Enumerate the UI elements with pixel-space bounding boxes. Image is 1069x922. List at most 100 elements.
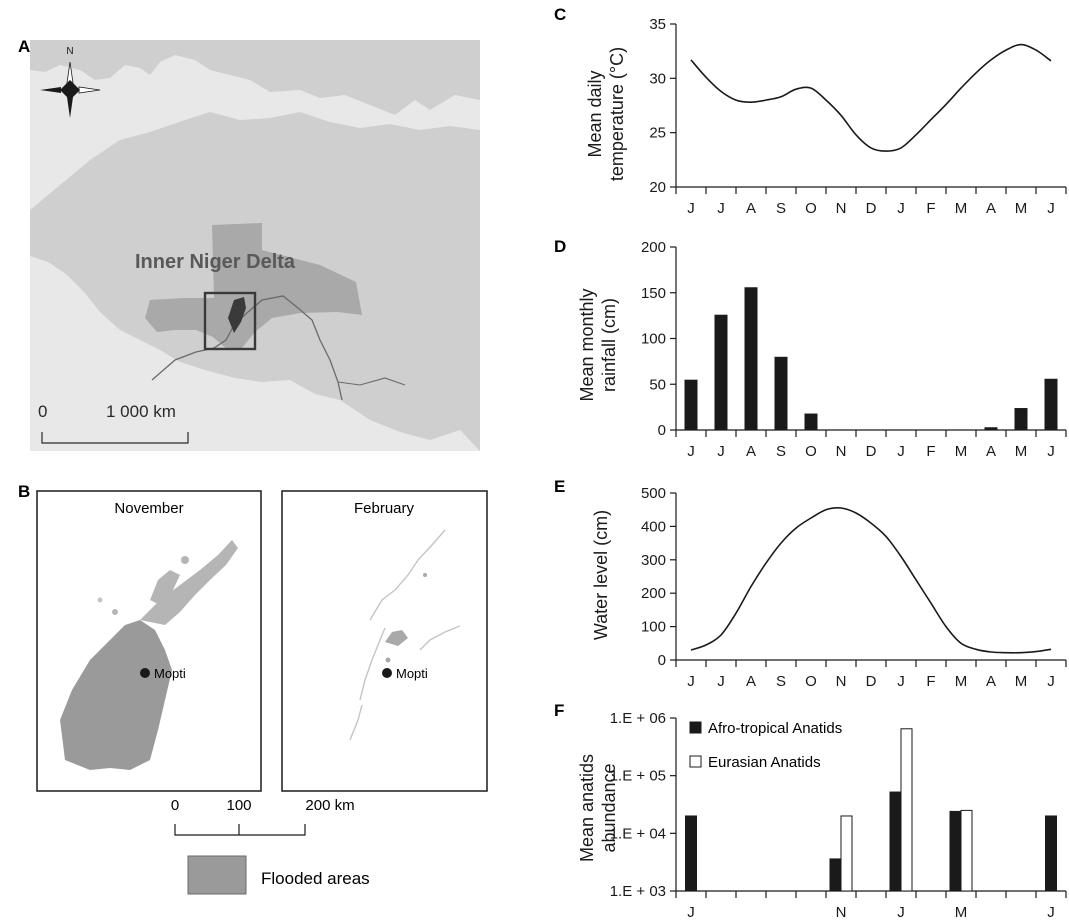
x-tick-label: J — [897, 904, 905, 921]
y-tick-label: 100 — [641, 331, 666, 348]
y-tick-label: 0 — [658, 652, 666, 669]
legend-afro-swatch — [689, 721, 702, 734]
x-tick-label: A — [746, 200, 756, 217]
b-scale-100: 100 — [226, 797, 251, 814]
scale-bar — [41, 432, 189, 444]
x-tick-label: D — [866, 200, 877, 217]
x-tick-label: M — [955, 673, 968, 690]
mali-shape — [145, 223, 362, 350]
compass-rose-icon: N — [40, 46, 101, 118]
legend-eurasian-swatch — [689, 755, 702, 768]
x-tick-label: J — [717, 673, 725, 690]
x-tick-label: D — [866, 443, 877, 460]
x-tick-label: J — [1047, 200, 1055, 217]
b-scale-200: 200 km — [305, 797, 354, 814]
afro-tropical-bar — [889, 791, 902, 892]
rainfall-bar — [804, 413, 818, 430]
x-tick-label: A — [746, 443, 756, 460]
november-flood-map — [60, 540, 238, 770]
afro-tropical-bar — [1045, 815, 1057, 892]
b-scale-bar — [174, 824, 306, 836]
chart-f-axes: J N J M J 1.E + 03 1.E + 04 1.E + 05 1.E + 06 — [610, 710, 1067, 921]
y-tick-label: 50 — [649, 376, 666, 393]
panel-d: D Mean monthly rainfall (cm) J J A S O N D J F M A… — [554, 237, 1067, 460]
rainfall-bar — [984, 427, 998, 430]
inner-niger-delta-label: Inner Niger Delta — [135, 251, 296, 273]
february-flood-map — [349, 529, 461, 741]
x-tick-label: S — [776, 443, 786, 460]
y-tick-label: 1.E + 04 — [610, 825, 666, 842]
x-tick-label: O — [805, 673, 817, 690]
eurasian-bar — [960, 809, 973, 892]
november-title: November — [114, 500, 183, 517]
legend-eurasian-label: Eurasian Anatids — [708, 754, 821, 771]
x-tick-label: A — [746, 673, 756, 690]
mopti-label-february: Mopti — [396, 666, 428, 681]
rainfall-bars — [684, 287, 1058, 430]
chart-d-ylabel-1: Mean monthly — [577, 288, 597, 401]
y-tick-label: 150 — [641, 285, 666, 302]
x-tick-label: O — [805, 200, 817, 217]
flooded-areas-label: Flooded areas — [261, 869, 370, 888]
chart-d-ylabel-2: rainfall (cm) — [599, 298, 619, 392]
y-tick-label: 1.E + 05 — [610, 768, 666, 785]
x-tick-label: N — [836, 200, 847, 217]
x-tick-label: F — [926, 673, 935, 690]
x-tick-label: A — [986, 200, 996, 217]
delta-shape — [228, 297, 246, 333]
flooded-areas-swatch — [187, 855, 247, 895]
mopti-point-november — [140, 668, 150, 678]
chart-c-axes: J J A S O N D J F M A M J 20 25 30 35 — [649, 16, 1067, 217]
panel-f: F Mean anatids abundance J N J M J 1.E + 03 1.… — [554, 701, 1067, 921]
y-tick-label: 200 — [641, 585, 666, 602]
afro-tropical-bar — [829, 858, 842, 892]
panel-f-label: F — [554, 701, 564, 720]
panel-e-label: E — [554, 477, 565, 496]
x-tick-label: M — [955, 443, 968, 460]
x-tick-label: J — [687, 200, 695, 217]
x-tick-label: J — [1047, 904, 1055, 921]
panel-e: E Water level (cm) J J A S O N D J F M A M J 0 100 200 3… — [554, 477, 1067, 690]
x-tick-label: S — [776, 200, 786, 217]
niger-river — [151, 295, 343, 401]
y-tick-label: 20 — [649, 179, 666, 196]
y-tick-label: 1.E + 06 — [610, 710, 666, 727]
panel-c-label: C — [554, 5, 566, 24]
x-tick-label: J — [717, 443, 725, 460]
x-tick-label: M — [955, 904, 968, 921]
x-tick-label: F — [926, 200, 935, 217]
water-level-line — [690, 507, 1052, 654]
river-branch — [337, 377, 406, 386]
europe-land — [30, 40, 480, 115]
panel-a-label: A — [18, 37, 30, 56]
afro-tropical-bar — [949, 810, 962, 892]
panel-c: C Mean daily temperature (°C) J J A S O N D J F M… — [554, 5, 1067, 217]
february-map-frame — [281, 490, 488, 792]
legend-afro-label: Afro-tropical Anatids — [708, 720, 842, 737]
x-tick-label: J — [687, 673, 695, 690]
b-scale-0: 0 — [171, 797, 179, 814]
x-tick-label: M — [1015, 443, 1028, 460]
eurasian-bar — [900, 728, 913, 892]
x-tick-label: S — [776, 673, 786, 690]
x-tick-label: A — [986, 443, 996, 460]
y-tick-label: 400 — [641, 518, 666, 535]
rainfall-bar — [684, 379, 698, 430]
y-tick-label: 100 — [641, 619, 666, 636]
y-tick-label: 200 — [641, 239, 666, 256]
y-tick-label: 1.E + 03 — [610, 883, 666, 900]
x-tick-label: O — [805, 443, 817, 460]
mopti-label-november: Mopti — [154, 666, 186, 681]
x-tick-label: M — [1015, 200, 1028, 217]
afro-tropical-bar — [685, 815, 697, 892]
chart-f-ylabel-2: abundance — [599, 763, 619, 852]
x-tick-label: N — [836, 443, 847, 460]
chart-f-ylabel-1: Mean anatids — [577, 754, 597, 862]
x-tick-label: J — [1047, 443, 1055, 460]
chart-f-legend: Afro-tropical Anatids Eurasian Anatids — [689, 720, 842, 771]
y-tick-label: 0 — [658, 422, 666, 439]
panel-b: B November Mopti February Mopti — [18, 482, 488, 895]
panel-d-label: D — [554, 237, 566, 256]
y-tick-label: 35 — [649, 16, 666, 33]
